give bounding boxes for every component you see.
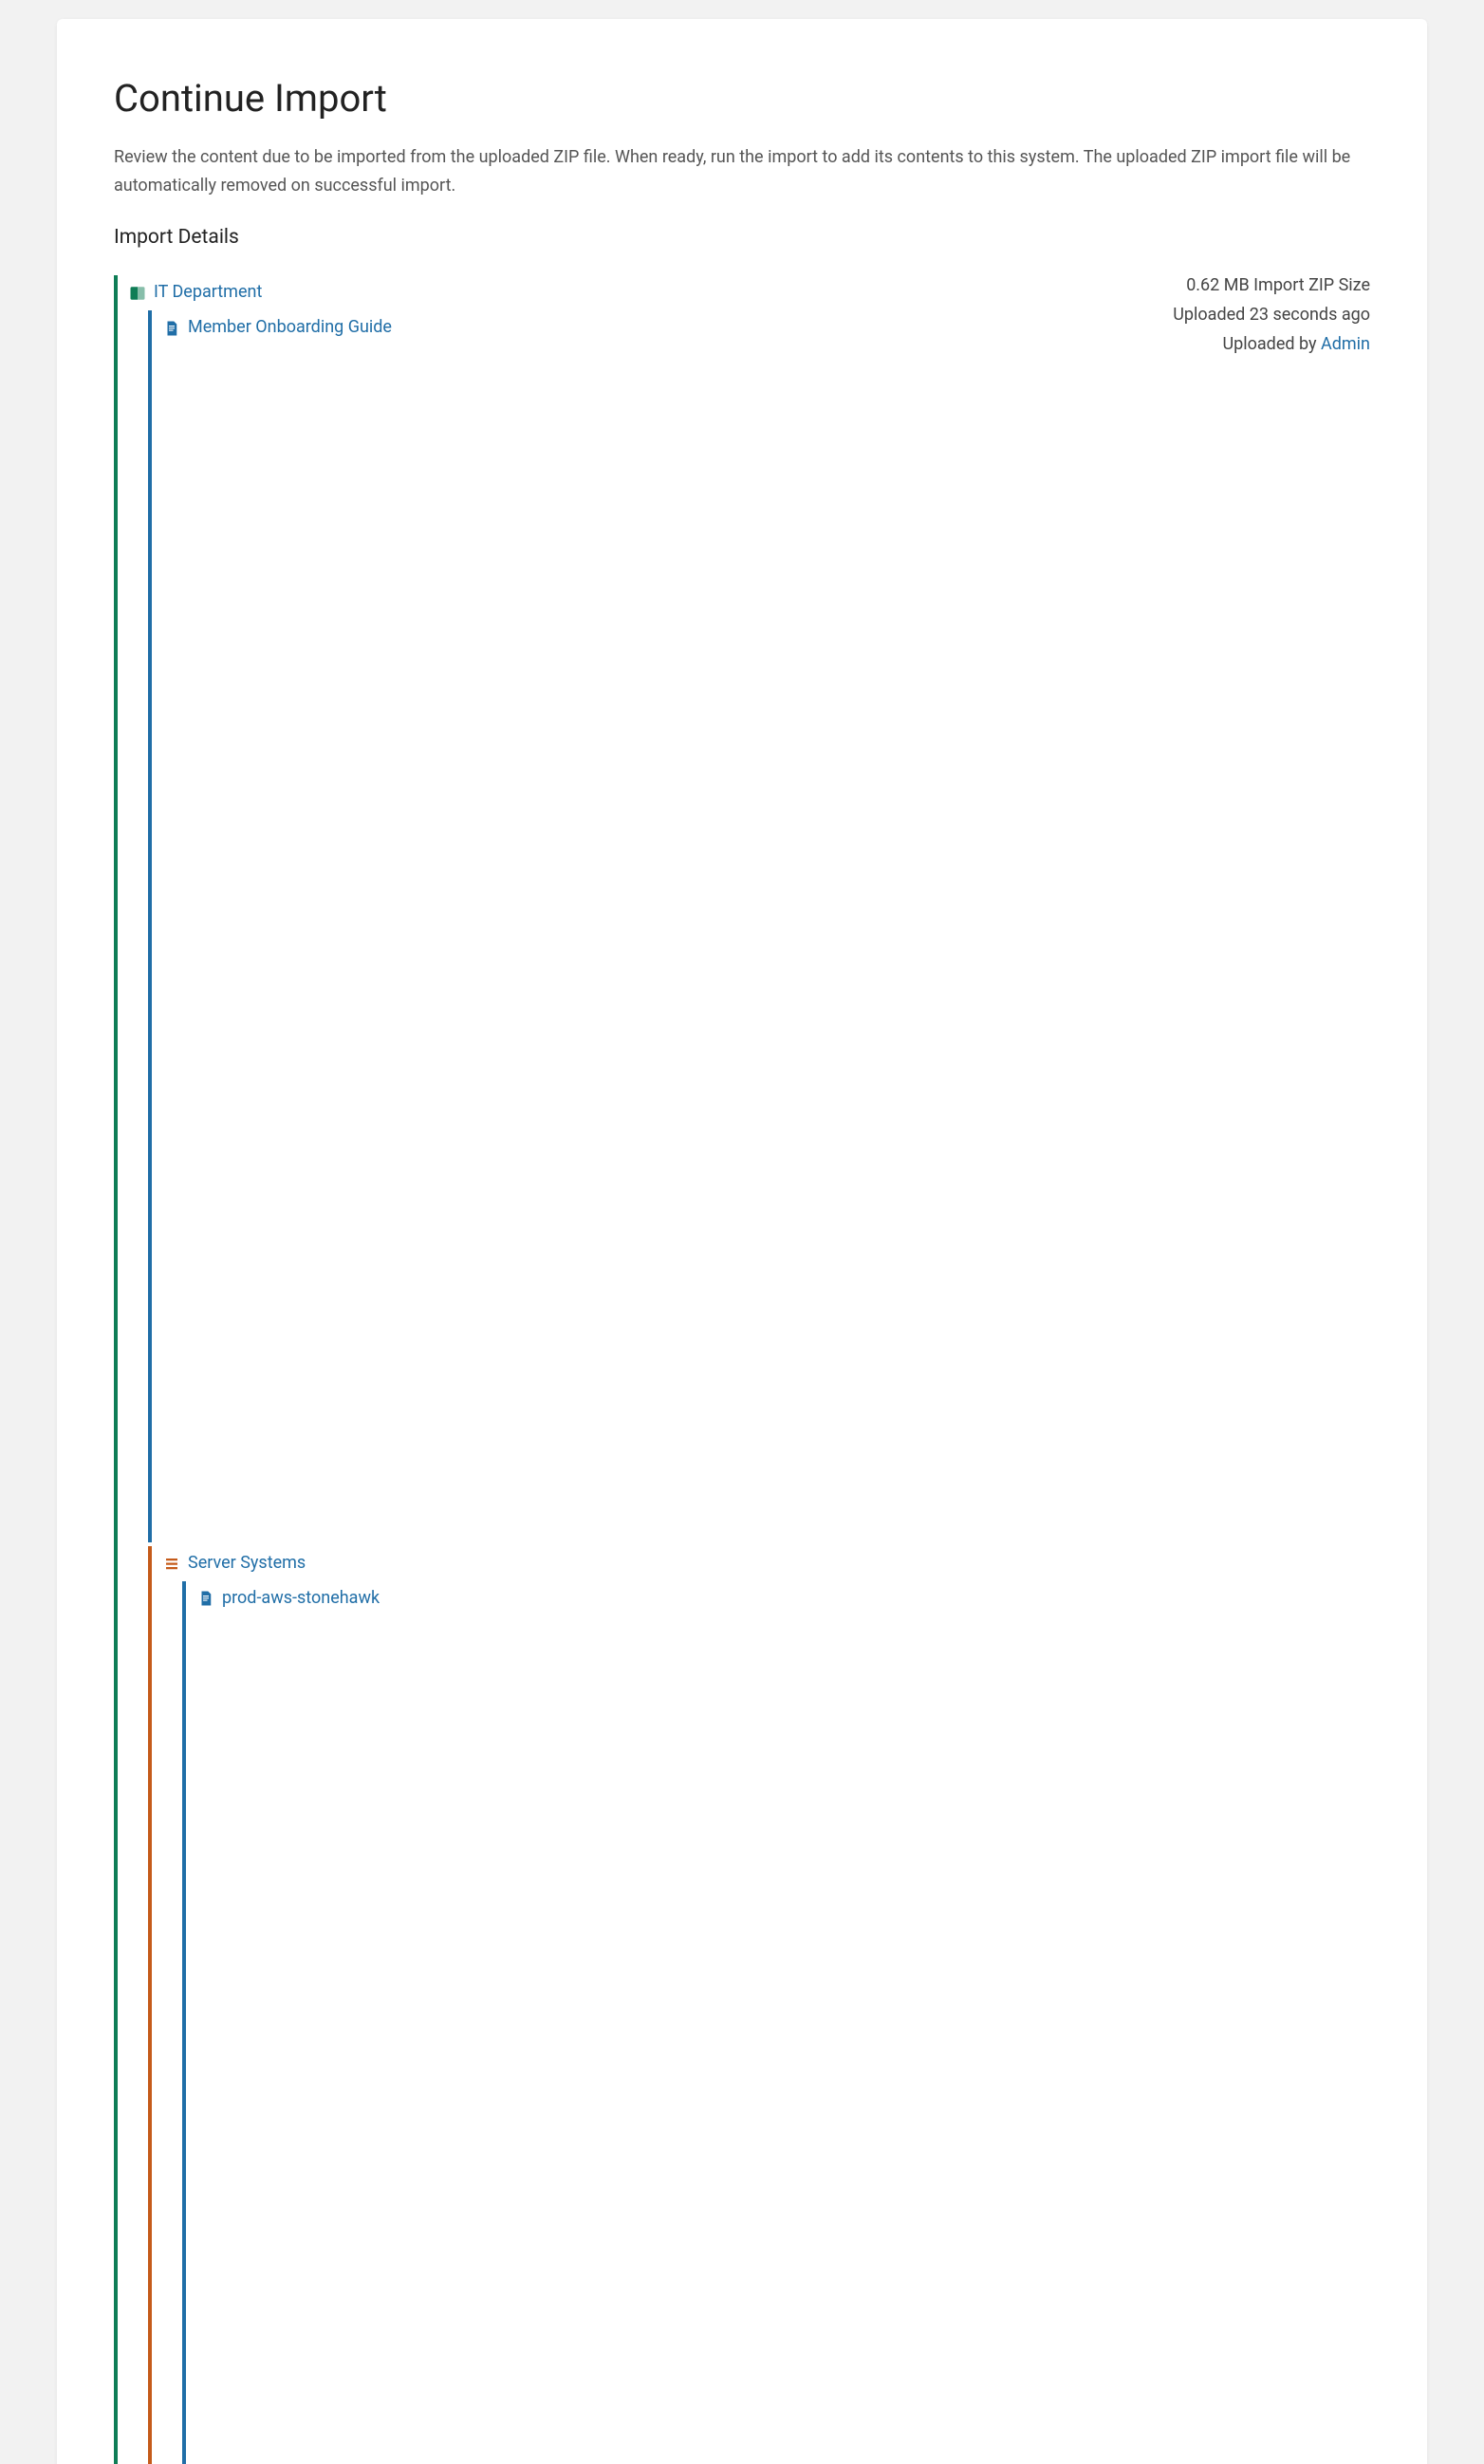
- chapter-icon: [163, 1556, 180, 1573]
- page-icon: [197, 1590, 214, 1607]
- import-time: Uploaded 23 seconds ago: [1173, 301, 1370, 330]
- page-item[interactable]: Member Onboarding Guide: [163, 314, 1135, 342]
- page-icon: [163, 320, 180, 337]
- page-label: Member Onboarding Guide: [188, 314, 392, 342]
- chapter-label: Server Systems: [188, 1550, 306, 1577]
- uploader-prefix: Uploaded by: [1222, 334, 1321, 354]
- import-card: Continue Import Review the content due t…: [57, 19, 1427, 2464]
- book-label: IT Department: [154, 279, 262, 307]
- book-icon: [129, 285, 146, 302]
- children: prod-aws-stonehawkprod-linode-sparkjet1d…: [182, 1581, 1135, 2464]
- chapter-item[interactable]: Server Systems: [163, 1550, 1135, 1577]
- import-size: 0.62 MB Import ZIP Size: [1173, 271, 1370, 301]
- page-label: prod-aws-stonehawk: [222, 1585, 380, 1613]
- chapter-node: Server Systems prod-aws-stonehawkprod-lin…: [148, 1546, 1135, 2464]
- page-item[interactable]: prod-aws-stonehawk: [197, 1585, 1135, 1613]
- uploader-link[interactable]: Admin: [1321, 334, 1370, 354]
- import-uploader-line: Uploaded by Admin: [1173, 330, 1370, 360]
- page-node: prod-aws-stonehawk: [182, 1581, 1135, 2464]
- page-title: Continue Import: [114, 76, 1370, 121]
- import-details-heading: Import Details: [114, 226, 1370, 249]
- book-item[interactable]: IT Department: [129, 279, 1135, 307]
- import-meta: 0.62 MB Import ZIP Size Uploaded 23 seco…: [1173, 271, 1370, 359]
- page-node: Member Onboarding Guide: [148, 310, 1135, 1542]
- book-node: IT Department Member Onboarding Guide Serv…: [114, 275, 1135, 2464]
- children: Member Onboarding Guide Server Systems pro…: [148, 310, 1135, 2464]
- page-description: Review the content due to be imported fr…: [114, 143, 1370, 199]
- import-tree: IT Department Member Onboarding Guide Serv…: [114, 271, 1135, 2464]
